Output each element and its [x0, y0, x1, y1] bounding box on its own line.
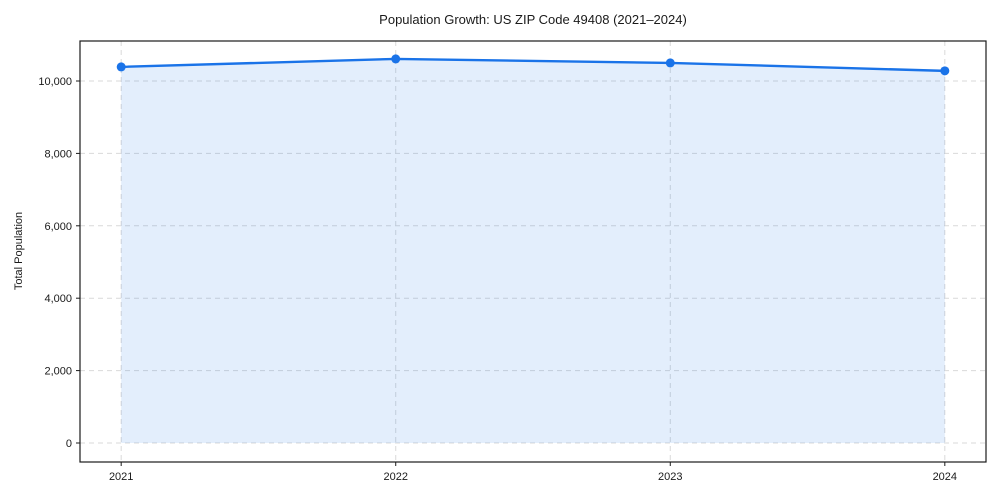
y-tick-label-0: 0: [66, 438, 72, 450]
x-tick-label-2022: 2022: [383, 471, 407, 483]
x-tick-label-2023: 2023: [658, 471, 682, 483]
x-tick-label-2021: 2021: [109, 471, 133, 483]
area-fill: [121, 58, 945, 443]
x-tick-label-2024: 2024: [933, 471, 957, 483]
data-point-2024: [940, 66, 950, 76]
chart-title: Population Growth: US ZIP Code 49408 (20…: [379, 12, 687, 27]
y-tick-label-4000: 4,000: [44, 293, 72, 305]
data-line: [119, 57, 947, 73]
data-point-2023: [665, 58, 675, 68]
data-point-2021: [116, 62, 126, 72]
data-point-2022: [391, 54, 401, 64]
y-tick-label-6000: 6,000: [44, 221, 72, 233]
y-tick-label-10000: 10,000: [38, 76, 72, 88]
y-tick-label-8000: 8,000: [44, 148, 72, 160]
y-axis-label: Total Population: [13, 211, 25, 291]
y-tick-label-2000: 2,000: [44, 366, 72, 378]
axes-spines: [79, 40, 987, 463]
